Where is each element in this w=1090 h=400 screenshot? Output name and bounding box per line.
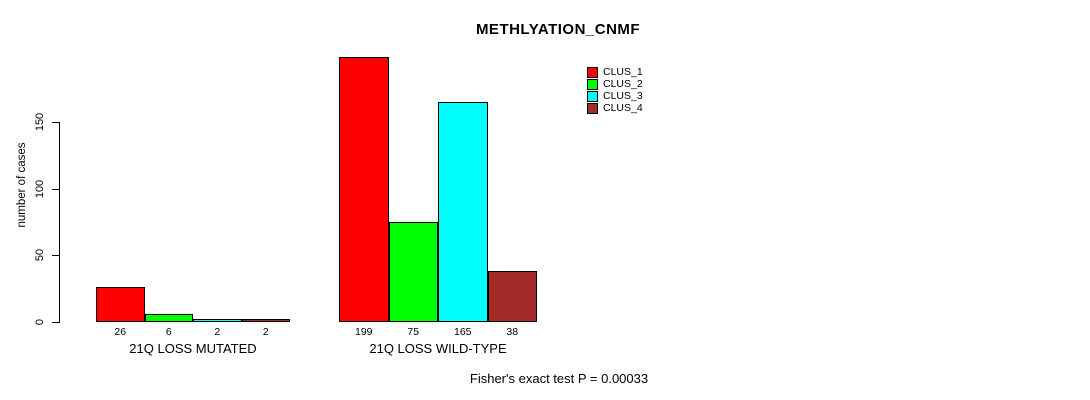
- bar-clus_1-group1: [96, 287, 145, 322]
- bar-value-label: 26: [114, 326, 127, 338]
- chart-title: METHLYATION_CNMF: [475, 21, 641, 38]
- y-axis-tick: [52, 188, 59, 190]
- group-label: 21Q LOSS WILD-TYPE: [369, 341, 507, 356]
- y-axis-tick-label: 0: [34, 318, 46, 326]
- y-axis-label: number of cases: [16, 142, 28, 228]
- bar-value-label: 38: [506, 326, 519, 338]
- bar-clus_2-group2: [388, 222, 438, 322]
- y-axis-tick-label: 100: [34, 179, 46, 198]
- bar-value-label: 6: [165, 326, 172, 338]
- legend-item-clus-1: CLUS_1: [587, 66, 643, 78]
- legend-item-clus-2: CLUS_2: [587, 78, 643, 90]
- legend-swatch-clus-4: [587, 102, 598, 114]
- bar-clus_3-group1: [193, 319, 242, 322]
- y-axis-tick: [52, 322, 59, 323]
- legend-label: CLUS_2: [603, 78, 643, 90]
- legend-swatch-clus-1: [587, 66, 598, 78]
- y-axis-tick: [52, 122, 59, 123]
- legend-item-clus-4: CLUS_4: [587, 102, 643, 114]
- legend-swatch-clus-3: [587, 90, 598, 102]
- bar-clus_1-group2: [339, 57, 389, 322]
- legend: CLUS_1 CLUS_2 CLUS_3 CLUS_4: [587, 66, 643, 114]
- bar-clus_4-group2: [487, 271, 537, 322]
- bar-clus_4-group1: [241, 319, 290, 322]
- bar-value-label: 2: [262, 326, 269, 338]
- y-axis-line: [59, 122, 60, 323]
- bar-value-label: 165: [453, 326, 472, 338]
- legend-swatch-clus-2: [587, 78, 598, 90]
- y-axis-tick-label: 150: [34, 112, 46, 132]
- legend-label: CLUS_4: [603, 102, 643, 114]
- y-axis-tick-label: 50: [34, 249, 46, 262]
- bar-value-label: 199: [354, 326, 373, 338]
- fisher-test-annotation: Fisher's exact test P = 0.00033: [469, 371, 649, 386]
- group-label: 21Q LOSS MUTATED: [129, 341, 257, 356]
- legend-label: CLUS_3: [603, 90, 643, 102]
- bar-clus_3-group2: [438, 102, 488, 322]
- legend-item-clus-3: CLUS_3: [587, 90, 643, 102]
- y-axis-tick: [52, 255, 59, 257]
- legend-label: CLUS_1: [603, 66, 643, 78]
- bar-value-label: 75: [407, 326, 420, 338]
- bar-value-label: 2: [214, 326, 221, 338]
- bar-clus_2-group1: [144, 314, 193, 322]
